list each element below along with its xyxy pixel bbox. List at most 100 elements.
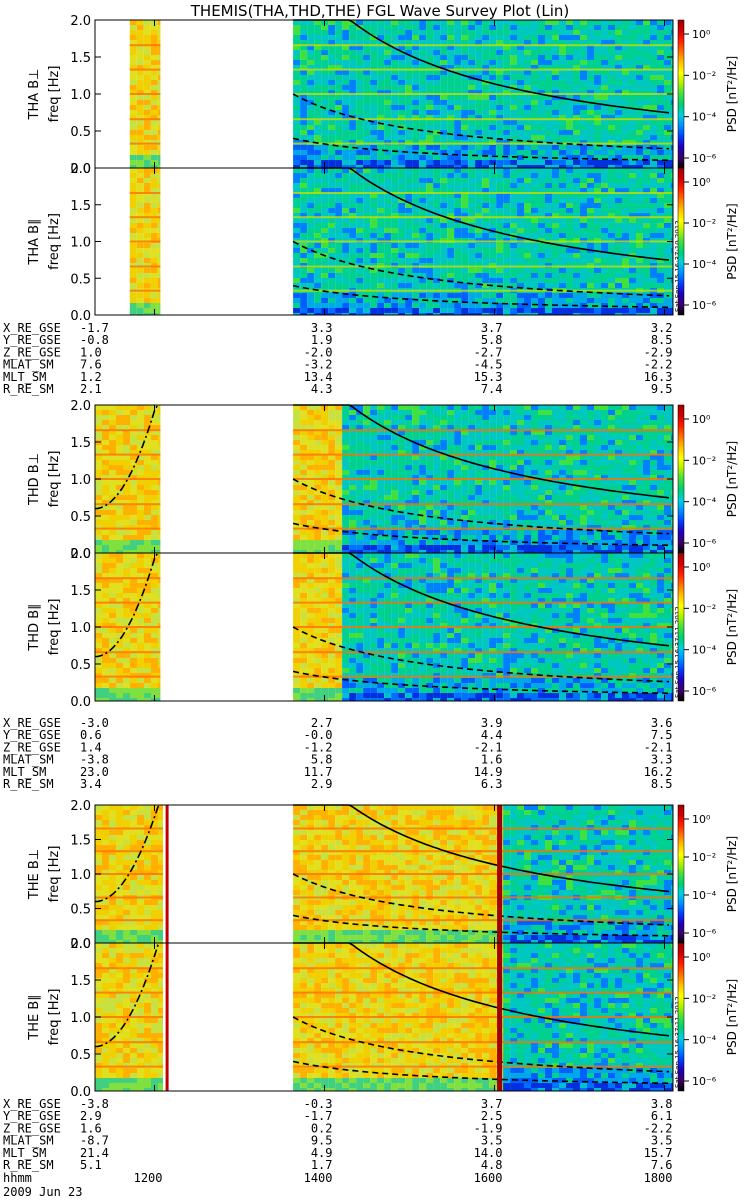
y-tick-label: 1.5 [70,584,91,599]
y-tick-label: 0.0 [70,1085,91,1100]
data-interval [95,943,163,1091]
harmonic-line [95,850,163,853]
colorbar-label: PSD [nT²/Hz] [725,56,739,132]
ephemeris-value: -8.7 [80,1134,109,1148]
harmonic-line [293,1065,673,1068]
ephemeris-value: -2.1 [474,740,503,754]
y-tick-label: 2.0 [70,162,91,177]
panel-freq-label: freq [Hz] [47,213,62,270]
ephemeris-value: 3.8 [651,1097,673,1111]
colorbar-tick-label: 10⁻⁴ [692,496,717,509]
harmonic-line [129,142,161,145]
harmonic-line [293,873,673,875]
harmonic-line [95,919,163,922]
harmonic-line [95,675,161,678]
ephemeris-value: 1.4 [80,740,102,754]
ephemeris-value: 2.7 [311,716,333,730]
harmonic-line [293,93,673,95]
ephemeris-value: -3.0 [80,716,109,730]
colorbar-scale [677,552,685,702]
y-tick-label: 1.5 [70,199,91,214]
colorbar-label: PSD [nT²/Hz] [725,203,739,279]
ephemeris-row-name: Z_RE_GSE [3,740,61,754]
ephemeris-value: 3.6 [651,716,673,730]
harmonic-line [293,289,673,292]
ephemeris-value: 9.5 [651,382,673,396]
gyrofrequency-curves [94,404,670,547]
colorbar: 10⁰ 10⁻² 10⁻⁴ 10⁻⁶ PSD [nT²/Hz] [677,167,739,316]
colorbar-tick-label: 10⁻⁶ [692,685,717,698]
field-line-curve [293,804,670,893]
gyrofrequency-curves [292,19,670,162]
y-tick-label: 2.0 [70,799,91,814]
colorbar-tick-label: 10⁰ [692,28,711,41]
harmonic-line [95,527,161,530]
harmonic-line [293,1016,673,1018]
spectrogram-panel: 0.0 0.5 1.0 1.5 2.0 THE B⊥ freq [Hz] [27,799,674,952]
colorbar: 10⁰ 10⁻² 10⁻⁴ 10⁻⁶ PSD [nT²/Hz] [677,19,739,169]
harmonic-line [293,44,673,47]
harmonic-line [129,118,161,121]
ephemeris-value: 15.3 [474,370,503,384]
colorbar-tick-label: 10⁻⁴ [692,644,717,657]
ephemeris-value: 16.3 [644,370,673,384]
harmonic-line [293,216,673,219]
ephemeris-value: -1.7 [304,1109,333,1123]
field-line-curve [293,19,670,114]
colorbar-tick-label: 10⁻² [692,992,716,1005]
ephemeris-value: 3.3 [311,321,333,335]
y-tick-label: 0.5 [70,1048,91,1063]
field-line-curve [292,873,670,926]
y-tick-label: 2.0 [70,14,91,29]
y-tick-label: 1.0 [70,868,91,883]
ephemeris-value: 2.1 [80,382,102,396]
ephemeris-value: 1.9 [311,333,333,347]
ephemeris-value: 11.7 [304,765,333,779]
ephemeris-value: 16.2 [644,765,673,779]
y-tick-label: 1.5 [70,974,91,989]
ephemeris-value: 14.9 [474,765,503,779]
harmonic-line [95,1065,163,1068]
ephemeris-tables: X_RE_GSE -1.7 3.3 3.7 3.2 Y_RE_GSE -0.8 1.9 5.8 8… [3,321,673,1172]
harmonic-line [293,967,673,970]
ephemeris-value: -1.7 [80,321,109,335]
field-line-curve [292,1016,670,1073]
ephemeris-value: 1.6 [80,1121,102,1135]
ephemeris-value: 1.7 [311,1158,333,1172]
y-tick-label: 0.5 [70,272,91,287]
harmonic-line [293,142,673,145]
harmonic-line [293,577,673,580]
colorbar-tick-label: 10⁻² [692,217,716,230]
harmonic-line [95,429,161,432]
harmonic-line [129,93,161,95]
y-tick-label: 1.0 [70,1011,91,1026]
colorbar-tick-label: 10⁻⁴ [692,111,717,124]
y-tick-label: 0.5 [70,510,91,525]
data-interval [129,20,161,168]
ephemeris-value: -0.3 [304,1097,333,1111]
field-line-curve [292,137,670,162]
harmonic-line [293,478,673,480]
ephemeris-value: 3.7 [481,1097,503,1111]
ephemeris-value: 4.3 [311,382,333,396]
ephemeris-value: -3.8 [80,753,109,767]
harmonic-line [95,651,161,654]
ephemeris-value: 1.2 [80,370,102,384]
harmonic-line [129,289,161,292]
data-interval [293,20,673,168]
y-tick-label: 0.0 [70,937,91,952]
spectrogram-panel: 0.0 0.5 1.0 1.5 2.0 THD B⊥ freq [Hz] [27,399,674,562]
harmonic-line [95,626,161,628]
ephemeris-value: -2.2 [644,1121,673,1135]
field-line-curve [94,942,162,1048]
ephemeris-value: 3.5 [651,1134,673,1148]
field-line-curve [292,670,670,695]
harmonic-line [293,118,673,121]
colorbar: 10⁰ 10⁻² 10⁻⁴ 10⁻⁶ PSD [nT²/Hz] [677,942,739,1092]
ephemeris-value: -2.9 [644,345,673,359]
ephemeris-row-name: MLAT_SM [3,1134,54,1148]
colorbar-tick-label: 10⁻⁶ [692,1075,717,1088]
harmonic-line [95,503,161,506]
